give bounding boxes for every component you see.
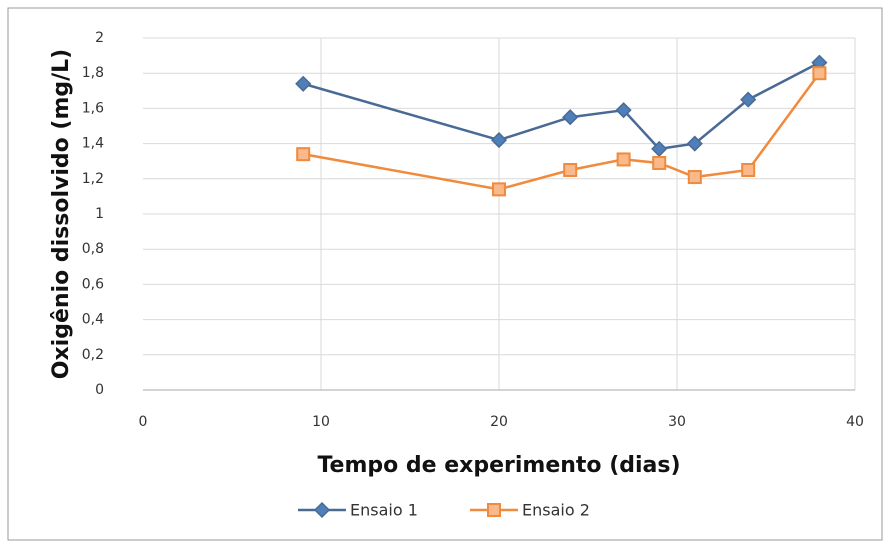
data-point: [686, 135, 703, 152]
data-point: [562, 109, 579, 126]
series-line: [302, 72, 821, 191]
data-point: [296, 147, 311, 162]
y-axis-title: Oxigênio dissolvido (mg/L): [49, 49, 74, 379]
data-point: [652, 155, 667, 170]
x-tick-label: 30: [668, 414, 686, 430]
x-axis-title: Tempo de experimento (dias): [317, 453, 680, 478]
data-point: [740, 91, 757, 108]
series-line: [302, 61, 820, 151]
y-tick-label: 1,8: [82, 65, 104, 81]
y-tick-label: 1,6: [82, 100, 104, 116]
legend-label: Ensaio 2: [522, 501, 590, 520]
y-tick-label: 0,6: [82, 276, 104, 292]
chart-frame: [7, 7, 883, 541]
data-point: [812, 66, 827, 81]
data-point: [687, 170, 702, 185]
x-tick-label: 20: [490, 414, 508, 430]
x-tick-label: 0: [139, 414, 148, 430]
data-point: [295, 75, 312, 92]
data-point: [615, 102, 632, 119]
y-tick-label: 0,2: [82, 347, 104, 363]
data-point: [741, 163, 756, 177]
y-tick-label: 0: [95, 382, 104, 398]
data-point: [492, 182, 506, 197]
y-tick-label: 1: [95, 206, 104, 222]
data-point: [490, 132, 508, 149]
y-tick-label: 0,4: [82, 312, 104, 328]
data-point: [563, 163, 578, 177]
y-tick-label: 0,8: [82, 241, 104, 257]
data-point: [616, 152, 631, 167]
legend-label: Ensaio 1: [350, 501, 418, 520]
x-tick-label: 40: [846, 414, 864, 430]
data-point: [651, 140, 668, 157]
y-tick-label: 2: [95, 30, 104, 46]
legend-marker: [487, 503, 501, 517]
legend-marker: [313, 501, 331, 519]
y-tick-label: 1,2: [82, 171, 104, 187]
x-tick-label: 10: [312, 414, 330, 430]
y-tick-label: 1,4: [82, 136, 104, 152]
